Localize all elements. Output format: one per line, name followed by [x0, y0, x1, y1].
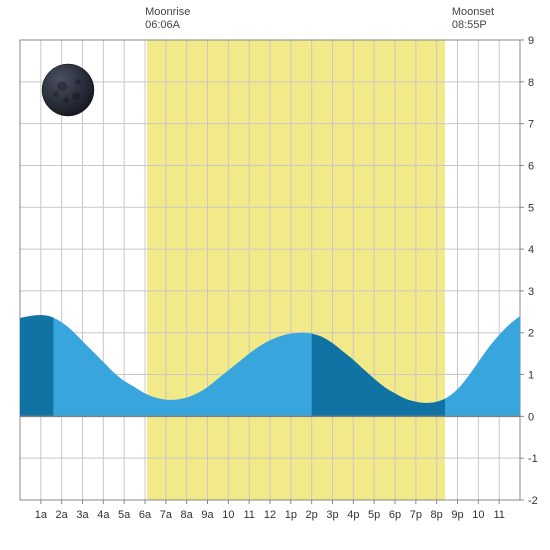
x-tick-label: 2p — [306, 509, 318, 521]
moon-icon — [42, 64, 94, 116]
moonset-label: Moonset 08:55P — [452, 6, 494, 32]
x-tick-label: 3p — [326, 509, 338, 521]
y-tick-label: 9 — [528, 35, 534, 47]
x-tick-label: 4a — [97, 509, 110, 521]
x-tick-label: 6a — [139, 509, 152, 521]
moonrise-title: Moonrise — [145, 6, 190, 19]
daylight-band — [147, 40, 445, 500]
x-tick-label: 11 — [243, 509, 254, 521]
chart-svg: -2-101234567891a2a3a4a5a6a7a8a9a1011121p… — [0, 0, 550, 550]
x-tick-label: 1p — [285, 509, 297, 521]
x-tick-label: 5a — [118, 509, 131, 521]
y-tick-label: 1 — [528, 370, 534, 382]
y-tick-label: 0 — [528, 411, 534, 423]
y-tick-label: 2 — [528, 328, 534, 340]
x-tick-label: 5p — [368, 509, 380, 521]
x-tick-label: 11 — [493, 509, 504, 521]
y-tick-label: -1 — [528, 453, 538, 465]
y-tick-label: 4 — [528, 244, 534, 256]
x-tick-label: 8p — [431, 509, 443, 521]
y-tick-label: 7 — [528, 119, 534, 131]
y-tick-label: -2 — [528, 495, 538, 507]
moonset-time: 08:55P — [452, 19, 494, 32]
x-tick-label: 1a — [35, 509, 48, 521]
x-tick-label: 4p — [347, 509, 359, 521]
x-tick-label: 7p — [410, 509, 422, 521]
x-tick-label: 2a — [56, 509, 69, 521]
x-tick-label: 10 — [472, 509, 484, 521]
x-tick-label: 8a — [181, 509, 194, 521]
x-tick-label: 10 — [222, 509, 234, 521]
moonset-title: Moonset — [452, 6, 494, 19]
tide-chart: -2-101234567891a2a3a4a5a6a7a8a9a1011121p… — [0, 0, 550, 550]
x-tick-label: 7a — [160, 509, 173, 521]
x-tick-label: 9p — [451, 509, 463, 521]
x-tick-label: 12 — [264, 509, 276, 521]
y-tick-label: 8 — [528, 77, 534, 89]
y-tick-label: 5 — [528, 202, 534, 214]
moonrise-label: Moonrise 06:06A — [145, 6, 190, 32]
y-tick-label: 6 — [528, 160, 534, 172]
x-tick-label: 9a — [201, 509, 214, 521]
x-tick-label: 6p — [389, 509, 401, 521]
x-tick-label: 3a — [76, 509, 89, 521]
moonrise-time: 06:06A — [145, 19, 190, 32]
y-tick-label: 3 — [528, 286, 534, 298]
